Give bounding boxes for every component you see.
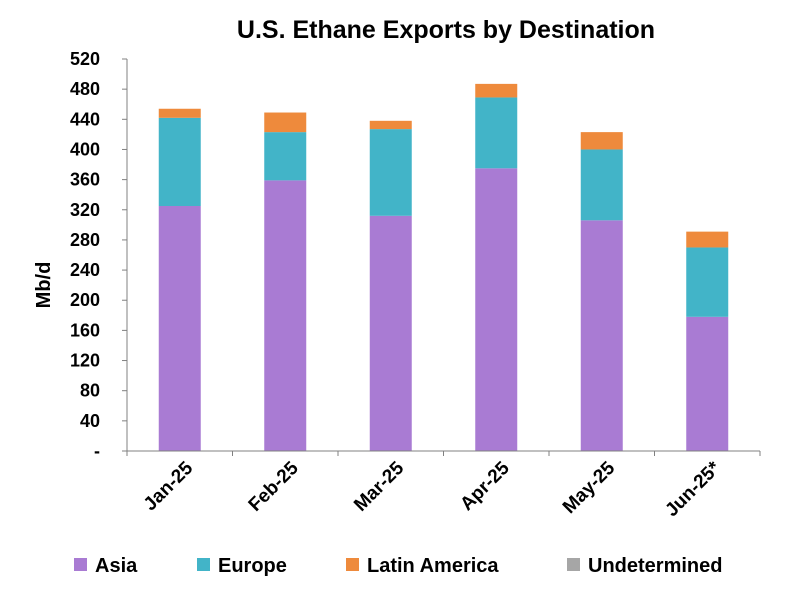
- bar-europe-5: [686, 247, 729, 317]
- legend-swatch-latin-america: [346, 558, 359, 571]
- bar-asia-0: [158, 206, 201, 451]
- bar-europe-0: [158, 117, 201, 206]
- bar-europe-4: [580, 149, 623, 221]
- y-ticks-group: - 40 80 120 160 200 240 280 320 360 400 440 480 520: [70, 49, 127, 461]
- x-tick-label: Apr-25: [456, 457, 514, 515]
- y-tick-label: 120: [70, 351, 100, 371]
- y-tick-label: 280: [70, 230, 100, 250]
- bar-latin-america-4: [580, 132, 623, 150]
- x-tick-label: Mar-25: [350, 457, 408, 515]
- bar-asia-5: [686, 316, 729, 451]
- x-tick-label: Jan-25: [140, 457, 198, 515]
- y-tick-label: 200: [70, 290, 100, 310]
- y-tick-label: 160: [70, 320, 100, 340]
- bar-asia-2: [369, 215, 412, 451]
- chart-title: U.S. Ethane Exports by Destination: [237, 16, 655, 44]
- y-tick-label: 440: [70, 109, 100, 129]
- bar-latin-america-1: [264, 112, 307, 133]
- y-axis-label: Mb/d: [33, 262, 55, 309]
- bar-europe-1: [264, 132, 307, 181]
- axes-group: [126, 59, 760, 452]
- x-tick-label: Feb-25: [245, 457, 303, 515]
- legend-label-asia: Asia: [95, 555, 138, 577]
- y-tick-label: 400: [70, 139, 100, 159]
- legend-label-latin-america: Latin America: [367, 555, 499, 577]
- bar-latin-america-0: [158, 108, 201, 118]
- y-tick-label: 360: [70, 170, 100, 190]
- y-tick-label: -: [94, 441, 100, 461]
- bar-latin-america-3: [475, 83, 518, 98]
- bar-europe-3: [475, 97, 518, 169]
- bar-latin-america-5: [686, 231, 729, 248]
- legend-label-europe: Europe: [218, 555, 287, 577]
- bar-europe-2: [369, 129, 412, 216]
- bars-group: [158, 83, 729, 452]
- bar-asia-4: [580, 220, 623, 451]
- x-tick-label: Jun-25*: [661, 457, 725, 521]
- bar-asia-1: [264, 180, 307, 451]
- bar-latin-america-2: [369, 120, 412, 130]
- y-tick-label: 520: [70, 49, 100, 69]
- bar-asia-3: [475, 168, 518, 452]
- y-tick-label: 480: [70, 79, 100, 99]
- legend-swatch-asia: [74, 558, 87, 571]
- y-tick-label: 40: [80, 411, 100, 431]
- y-tick-label: 320: [70, 200, 100, 220]
- x-ticks-group: Jan-25 Feb-25 Mar-25 Apr-25 May-25 Jun-25*: [126, 451, 761, 521]
- x-tick-label: May-25: [559, 457, 620, 518]
- y-tick-label: 80: [80, 381, 100, 401]
- y-tick-label: 240: [70, 260, 100, 280]
- legend-swatch-europe: [197, 558, 210, 571]
- legend-swatch-undetermined: [567, 558, 580, 571]
- legend-label-undetermined: Undetermined: [588, 555, 722, 577]
- legend: Asia Europe Latin America Undetermined: [74, 555, 722, 577]
